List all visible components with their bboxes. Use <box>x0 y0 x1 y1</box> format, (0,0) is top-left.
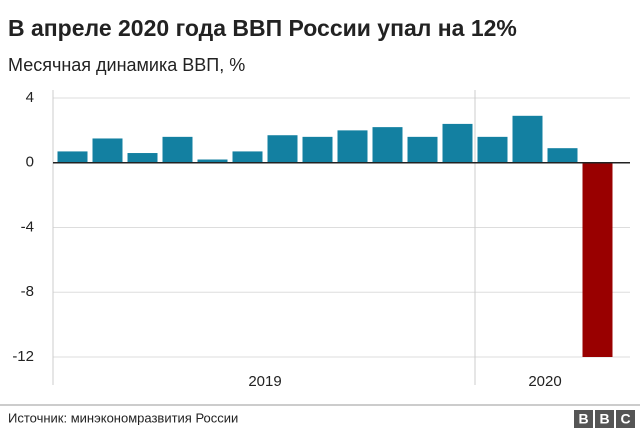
bar <box>442 123 473 163</box>
bar <box>407 136 438 163</box>
group-label: 2020 <box>528 373 561 390</box>
bar <box>337 130 368 163</box>
logo-letter: C <box>620 411 630 427</box>
bar <box>547 148 578 163</box>
group-label: 2019 <box>248 373 281 390</box>
bar <box>267 135 298 163</box>
logo-letter: B <box>599 411 609 427</box>
logo-box <box>595 410 614 428</box>
bar <box>302 136 333 163</box>
bar <box>197 159 228 163</box>
y-tick-label: 0 <box>26 154 34 171</box>
bar <box>127 153 158 163</box>
bar <box>372 127 403 163</box>
chart-title: В апреле 2020 года ВВП России упал на 12… <box>8 15 517 41</box>
bar <box>582 162 613 357</box>
y-tick-label: 4 <box>26 89 34 106</box>
y-tick-label: -12 <box>12 348 34 365</box>
bar <box>477 136 508 163</box>
bar <box>162 136 193 163</box>
logo-letter: B <box>578 411 588 427</box>
y-tick-label: -4 <box>21 218 34 235</box>
logo-box <box>574 410 593 428</box>
chart-subtitle: Месячная динамика ВВП, % <box>8 55 245 75</box>
bar <box>92 138 123 163</box>
logo-box <box>616 410 635 428</box>
bar <box>512 115 543 163</box>
y-tick-label: -8 <box>21 283 34 300</box>
source: Источник: минэкономразвития России <box>8 410 238 425</box>
bar <box>232 151 263 163</box>
bar <box>57 151 88 163</box>
